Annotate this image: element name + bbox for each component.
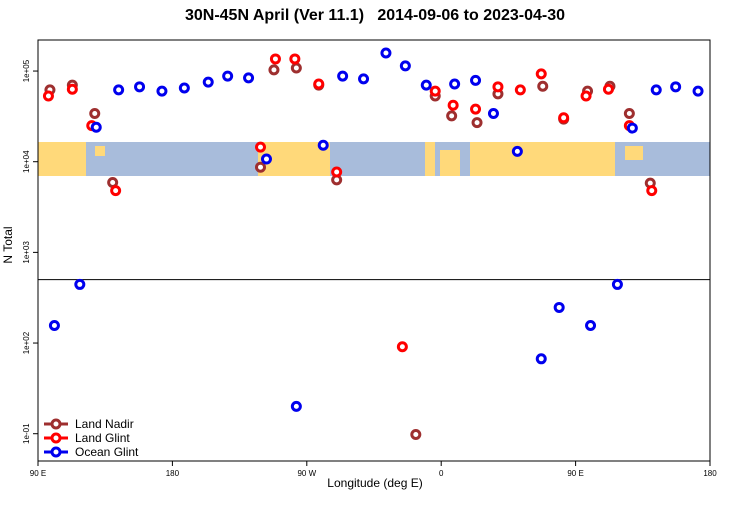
point bbox=[269, 53, 281, 65]
point bbox=[289, 53, 301, 65]
point bbox=[626, 122, 638, 134]
point bbox=[396, 341, 408, 353]
point bbox=[429, 85, 441, 97]
point bbox=[134, 81, 146, 93]
point bbox=[42, 90, 54, 102]
point bbox=[380, 47, 392, 59]
legend-marker bbox=[50, 432, 62, 444]
point bbox=[243, 72, 255, 84]
point bbox=[514, 84, 526, 96]
x-tick-label: 90 W bbox=[297, 469, 316, 478]
point bbox=[420, 79, 432, 91]
point bbox=[553, 301, 565, 313]
x-tick-label: 90 E bbox=[567, 469, 583, 478]
point bbox=[331, 166, 343, 178]
point bbox=[537, 80, 549, 92]
x-tick-label: 0 bbox=[439, 469, 444, 478]
chart-title: 30N-45N April (Ver 11.1) 2014-09-06 to 2… bbox=[185, 7, 565, 24]
point bbox=[535, 353, 547, 365]
point bbox=[470, 74, 482, 86]
point bbox=[399, 60, 411, 72]
point bbox=[487, 108, 499, 120]
point bbox=[449, 78, 461, 90]
point bbox=[74, 278, 86, 290]
point bbox=[255, 161, 267, 173]
point bbox=[471, 117, 483, 129]
point bbox=[470, 103, 482, 115]
point bbox=[178, 82, 190, 94]
point bbox=[580, 90, 592, 102]
point bbox=[492, 81, 504, 93]
plot: 90 E 180 90 W 0 90 E 180 1e-01 1e+02 1e+03 1e+04 1… bbox=[22, 47, 717, 478]
y-tick-label: 1e+05 bbox=[22, 59, 31, 82]
point bbox=[156, 85, 168, 97]
point bbox=[358, 73, 370, 85]
point bbox=[611, 278, 623, 290]
point bbox=[447, 99, 459, 111]
point bbox=[260, 153, 272, 165]
point bbox=[317, 139, 329, 151]
legend-marker bbox=[50, 446, 62, 458]
point bbox=[66, 83, 78, 95]
point bbox=[535, 68, 547, 80]
point bbox=[48, 320, 60, 332]
x-tick-label: 180 bbox=[703, 469, 717, 478]
y-tick-label: 1e+03 bbox=[22, 241, 31, 264]
legend-label: Ocean Glint bbox=[75, 445, 139, 459]
y-tick-label: 1e+04 bbox=[22, 150, 31, 173]
point bbox=[110, 185, 122, 197]
legend-label: Land Nadir bbox=[75, 417, 134, 431]
point bbox=[89, 108, 101, 120]
point bbox=[313, 78, 325, 90]
x-axis-label: Longitude (deg E) bbox=[327, 476, 422, 490]
point bbox=[222, 70, 234, 82]
point bbox=[650, 84, 662, 96]
point bbox=[602, 83, 614, 95]
legend-label: Land Glint bbox=[75, 431, 130, 445]
point bbox=[90, 121, 102, 133]
point bbox=[511, 145, 523, 157]
point bbox=[410, 429, 422, 441]
point bbox=[623, 108, 635, 120]
point bbox=[202, 76, 214, 88]
point bbox=[268, 64, 280, 76]
legend-marker bbox=[50, 418, 62, 430]
point bbox=[113, 84, 125, 96]
point bbox=[255, 141, 267, 153]
point bbox=[446, 110, 458, 122]
point bbox=[337, 70, 349, 82]
point bbox=[290, 400, 302, 412]
point bbox=[585, 320, 597, 332]
point bbox=[692, 85, 704, 97]
y-tick-label: 1e+02 bbox=[22, 331, 31, 354]
y-tick-label: 1e-01 bbox=[22, 423, 31, 444]
point bbox=[646, 185, 658, 197]
point bbox=[670, 81, 682, 93]
x-tick-label: 180 bbox=[166, 469, 180, 478]
point bbox=[558, 112, 570, 124]
map-band bbox=[38, 142, 710, 176]
point bbox=[290, 62, 302, 74]
x-tick-label: 90 E bbox=[30, 469, 46, 478]
y-axis-label: N Total bbox=[1, 226, 15, 263]
plot-frame bbox=[37, 39, 711, 462]
